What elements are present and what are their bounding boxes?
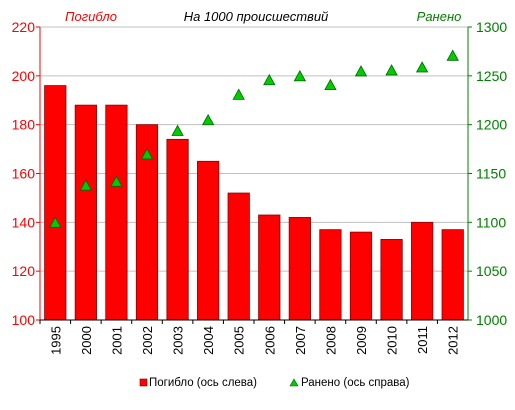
- x-tick-label: 2011: [415, 326, 430, 354]
- x-tick-label: 2003: [171, 326, 186, 355]
- bar: [411, 221, 434, 321]
- y-left-tick-label: 200: [12, 68, 36, 84]
- marker-point: [201, 113, 215, 126]
- bar: [105, 104, 128, 321]
- legend-marker-swatch: [289, 378, 299, 387]
- legend-bar-swatch: [139, 378, 148, 387]
- x-tick-label: 2002: [140, 326, 155, 355]
- right-axis-title: Ранено: [417, 9, 462, 24]
- markers-series: [49, 49, 459, 228]
- bar: [74, 104, 97, 321]
- marker-point: [140, 148, 154, 160]
- legend-marker-label: Ранено (ось справа): [301, 377, 410, 389]
- bar: [319, 229, 342, 321]
- y-left-tick-label: 140: [12, 214, 36, 230]
- left-axis-title: Погибло: [65, 9, 117, 24]
- y-right-tick-labels: 1000 1050 1100 1150 1200 1250 1300: [476, 19, 507, 328]
- marker-point: [263, 73, 276, 86]
- x-tick-label: 2009: [354, 326, 369, 355]
- y-left-tick-label: 120: [12, 263, 36, 279]
- chart-title: На 1000 происшествий: [184, 9, 329, 24]
- x-tick-label: 2000: [79, 326, 94, 355]
- x-tick-label: 2012: [446, 326, 461, 355]
- marker-point: [354, 65, 368, 77]
- y-left-tick-labels: 100 120 140 160 180 200 220: [12, 19, 36, 328]
- x-tick-label: 2004: [201, 326, 216, 355]
- x-tick-label: 2005: [232, 326, 247, 355]
- y-right-tick-label: 1150: [476, 166, 506, 182]
- x-tick-label: 2010: [385, 326, 400, 355]
- marker-point: [385, 64, 398, 76]
- bar: [166, 138, 189, 321]
- x-tick-label: 2006: [262, 326, 277, 355]
- x-tick-label: 2007: [293, 326, 308, 355]
- bar: [441, 229, 464, 321]
- marker-point: [49, 216, 62, 228]
- y-left-tick-label: 180: [12, 117, 36, 133]
- bar: [227, 192, 250, 321]
- legend-bar-label: Погибло (ось слева): [149, 377, 257, 389]
- bar: [197, 160, 220, 321]
- y-right-tick-label: 1100: [476, 214, 506, 230]
- bars-series: [44, 85, 464, 321]
- bar: [44, 85, 67, 321]
- legend: Погибло (ось слева) Ранено (ось справа): [139, 377, 410, 389]
- y-right-tick-label: 1200: [476, 117, 507, 133]
- y-right-tick-label: 1050: [476, 263, 507, 279]
- bar: [349, 231, 373, 321]
- x-tick-label: 2008: [323, 326, 338, 355]
- y-left-tick-label: 160: [12, 166, 36, 182]
- y-right-tick-label: 1250: [476, 68, 507, 84]
- marker-point: [446, 49, 459, 61]
- x-tick-label: 2001: [109, 326, 124, 355]
- y-right-tick-label: 1000: [476, 312, 507, 328]
- marker-point: [79, 179, 93, 191]
- axes: [36, 26, 472, 324]
- y-right-tick-label: 1300: [476, 19, 507, 35]
- grid-lines: [40, 26, 468, 272]
- bar: [380, 239, 403, 321]
- x-tick-label: 1995: [48, 326, 63, 355]
- y-left-tick-label: 220: [12, 19, 36, 35]
- marker-point: [324, 78, 337, 90]
- marker-point: [415, 61, 429, 73]
- x-tick-labels: 1995 2000 2001 2002 2003 2004 2005 2006 2007 2008…: [48, 326, 460, 355]
- bar: [258, 214, 281, 321]
- marker-point: [110, 175, 123, 187]
- y-left-tick-label: 100: [12, 312, 36, 328]
- marker-point: [232, 88, 245, 100]
- marker-point: [293, 69, 307, 82]
- bar: [288, 217, 311, 321]
- marker-point: [171, 124, 184, 136]
